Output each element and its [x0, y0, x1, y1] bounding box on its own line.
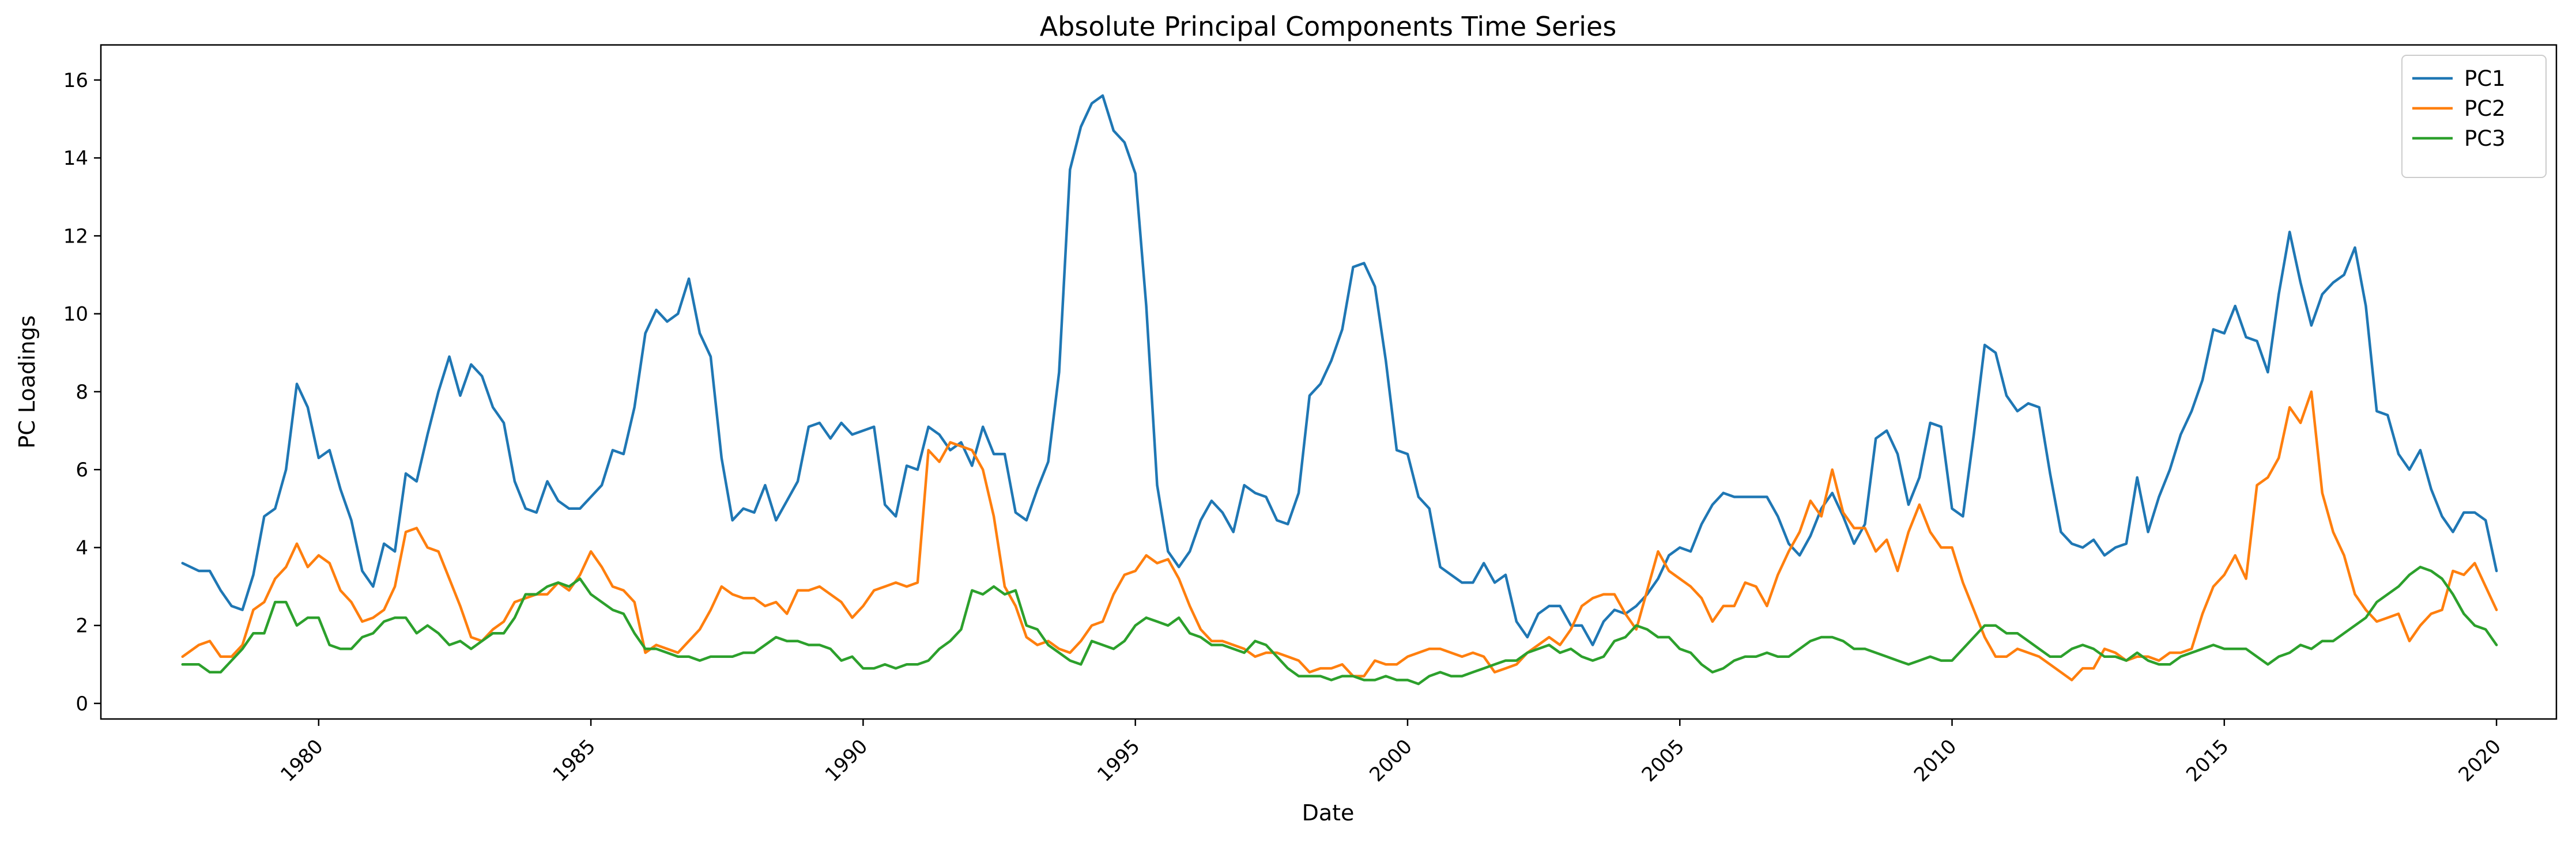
series-line-pc1	[181, 94, 2498, 646]
y-tick-label-6: 6	[76, 459, 88, 482]
y-tick-label-10: 10	[63, 303, 88, 326]
axes-frame	[100, 44, 2558, 720]
y-axis-label: PC Loadings	[14, 315, 40, 448]
series-line-pc3	[181, 565, 2498, 686]
legend-box	[2401, 55, 2547, 178]
y-tick-label-4: 4	[76, 536, 88, 559]
y-tick-label-8: 8	[76, 381, 88, 404]
y-tick-label-16: 16	[63, 69, 88, 92]
legend-label-pc1: PC1	[2464, 66, 2506, 91]
chart-title: Absolute Principal Components Time Serie…	[1040, 11, 1617, 42]
legend-label-pc2: PC2	[2464, 96, 2506, 121]
y-tick-label-14: 14	[63, 147, 88, 170]
legend: PC1 PC2 PC3	[2401, 55, 2547, 178]
plot-area	[181, 94, 2498, 686]
legend-label-pc3: PC3	[2464, 126, 2506, 151]
x-axis-label: Date	[1302, 800, 1355, 826]
y-tick-label-12: 12	[63, 225, 88, 248]
y-tick-label-2: 2	[76, 615, 88, 638]
y-tick-label-0: 0	[76, 692, 88, 716]
